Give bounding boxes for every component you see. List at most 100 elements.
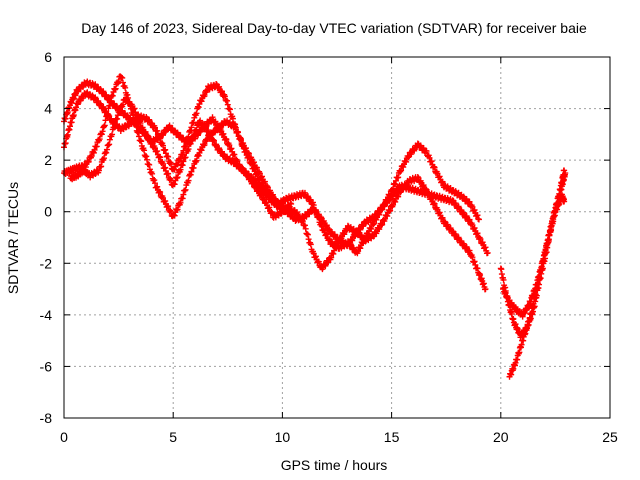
x-tick-label: 20	[493, 429, 509, 445]
data-point-marker	[368, 225, 375, 232]
data-point-marker	[180, 191, 187, 198]
data-point-marker	[223, 136, 230, 143]
data-point-marker	[154, 127, 161, 134]
data-point-marker	[469, 221, 476, 228]
data-point-marker	[392, 198, 399, 205]
data-point-marker	[414, 173, 421, 180]
data-point-marker	[431, 200, 438, 207]
data-point-marker	[307, 241, 314, 248]
data-point-marker	[124, 91, 131, 98]
data-point-marker	[134, 112, 141, 119]
data-point-marker	[405, 154, 412, 161]
data-point-marker	[115, 78, 122, 85]
data-point-marker	[165, 153, 172, 160]
data-point-marker	[119, 101, 126, 108]
data-point-marker	[218, 88, 225, 95]
data-point-marker	[323, 222, 330, 229]
data-point-marker	[182, 186, 189, 193]
data-point-marker	[99, 128, 106, 135]
data-point-marker	[122, 84, 129, 91]
data-point-marker	[395, 193, 402, 200]
series-track-g	[499, 191, 568, 320]
data-point-marker	[139, 124, 146, 131]
data-point-marker	[474, 265, 481, 272]
x-axis-label: GPS time / hours	[281, 457, 388, 473]
data-point-marker	[475, 216, 482, 223]
data-point-marker	[138, 138, 145, 145]
data-point-marker	[171, 212, 178, 219]
data-point-marker	[376, 211, 383, 218]
data-point-marker	[310, 202, 317, 209]
data-point-marker	[376, 226, 383, 233]
data-point-marker	[268, 208, 275, 215]
data-point-marker	[357, 226, 364, 233]
data-point-marker	[253, 171, 260, 178]
data-point-marker	[149, 170, 156, 177]
data-point-marker	[215, 123, 222, 130]
series-track-c	[61, 80, 482, 257]
data-point-marker	[109, 92, 116, 99]
data-point-marker	[439, 178, 446, 185]
y-tick-label: -6	[40, 358, 53, 374]
data-point-marker	[305, 236, 312, 243]
data-point-marker	[106, 136, 113, 143]
data-point-marker	[101, 122, 108, 129]
data-point-marker	[201, 92, 208, 99]
data-point-marker	[157, 154, 164, 161]
data-point-marker	[426, 154, 433, 161]
data-point-marker	[312, 253, 319, 260]
data-point-marker	[234, 128, 241, 135]
data-point-marker	[154, 148, 161, 155]
data-point-marker	[198, 98, 205, 105]
data-point-marker	[105, 111, 112, 118]
data-point-marker	[177, 199, 184, 206]
data-point-marker	[190, 164, 197, 171]
data-point-marker	[562, 170, 569, 177]
y-tick-label: -4	[40, 307, 53, 323]
data-point-marker	[93, 143, 100, 150]
data-point-marker	[198, 147, 205, 154]
data-point-marker	[106, 141, 113, 148]
data-point-marker	[255, 186, 262, 193]
data-point-marker	[350, 244, 357, 251]
data-point-marker	[131, 105, 138, 112]
data-point-marker	[100, 103, 107, 110]
data-point-marker	[341, 231, 348, 238]
data-point-marker	[216, 145, 223, 152]
series-track-b	[61, 78, 491, 257]
data-point-marker	[171, 166, 178, 173]
data-point-marker	[185, 146, 192, 153]
data-point-marker	[179, 151, 186, 158]
data-point-marker	[474, 230, 481, 237]
data-point-marker	[423, 148, 430, 155]
data-point-marker	[234, 158, 241, 165]
data-point-marker	[224, 97, 231, 104]
data-point-marker	[98, 163, 105, 170]
data-point-marker	[315, 213, 322, 220]
data-point-marker	[403, 158, 410, 165]
data-point-marker	[162, 129, 169, 136]
data-point-marker	[384, 213, 391, 220]
data-point-marker	[180, 158, 187, 165]
data-point-marker	[85, 158, 92, 165]
data-point-marker	[302, 225, 309, 232]
data-point-marker	[232, 124, 239, 131]
data-point-marker	[315, 214, 322, 221]
data-point-marker	[365, 231, 372, 238]
data-point-marker	[165, 203, 172, 210]
data-point-marker	[188, 168, 195, 175]
data-point-marker	[472, 261, 479, 268]
data-point-marker	[185, 177, 192, 184]
data-point-marker	[103, 149, 110, 156]
data-point-marker	[177, 166, 184, 173]
data-point-marker	[463, 212, 470, 219]
data-point-marker	[188, 124, 195, 131]
data-point-marker	[226, 105, 233, 112]
data-point-marker	[411, 147, 418, 154]
x-tick-label: 15	[384, 429, 400, 445]
data-point-marker	[177, 155, 184, 162]
data-point-marker	[430, 163, 437, 170]
data-point-marker	[318, 223, 325, 230]
data-point-marker	[398, 167, 405, 174]
data-point-marker	[144, 132, 151, 139]
